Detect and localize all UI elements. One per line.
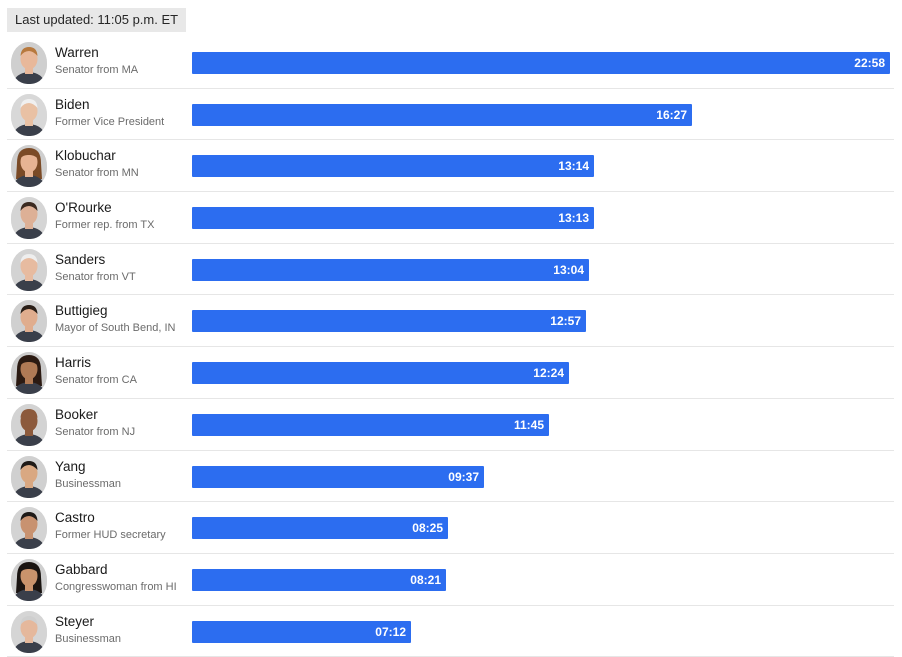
speaking-time-bar: 12:24 [192, 362, 569, 385]
candidate-name: Steyer [55, 613, 95, 629]
speaking-time-label: 12:57 [550, 314, 581, 329]
speaking-time-bar: 11:45 [192, 413, 549, 436]
row-divider [7, 397, 894, 399]
candidate-row: Biden Former Vice President 16:27 [0, 89, 902, 141]
candidate-title: Businessman [55, 632, 122, 645]
candidate-row: O'Rourke Former rep. from TX 13:13 [0, 192, 902, 244]
row-divider [7, 346, 894, 348]
speaking-time-bar: 13:04 [192, 258, 589, 281]
row-divider [7, 191, 894, 193]
row-divider [7, 242, 894, 244]
speaking-time-chart: Warren Senator from MA 22:58 Biden Former Vi… [0, 37, 902, 657]
speaking-time-label: 22:58 [854, 56, 885, 70]
candidate-photo-icon [11, 300, 47, 343]
speaking-time-bar: 08:21 [192, 568, 446, 591]
candidate-title: Senator from MN [55, 167, 139, 180]
candidate-photo-icon [11, 403, 47, 446]
candidate-row: Yang Businessman 09:37 [0, 451, 902, 503]
speaking-time-label: 07:12 [375, 624, 406, 639]
candidate-name: Warren [55, 45, 99, 60]
last-updated-label: Last updated: 11:05 p.m. ET [7, 8, 187, 32]
candidate-title: Former rep. from TX [55, 219, 155, 232]
speaking-time-bar: 13:13 [192, 207, 594, 230]
candidate-title: Mayor of South Bend, IN [55, 322, 176, 335]
candidate-row: Warren Senator from MA 22:58 [0, 37, 902, 89]
row-divider [7, 294, 894, 296]
candidate-title: Former HUD secretary [55, 529, 166, 542]
candidate-photo-icon [11, 93, 47, 136]
candidate-photo-icon [11, 455, 47, 498]
candidate-row: Buttigieg Mayor of South Bend, IN 12:57 [0, 295, 902, 348]
candidate-row: Steyer Businessman 07:12 [0, 606, 902, 657]
speaking-time-label: 12:24 [533, 366, 564, 381]
candidate-photo-icon [11, 352, 47, 395]
candidate-title: Senator from MA [55, 64, 139, 76]
candidate-name: Buttigieg [55, 303, 108, 319]
candidate-name: Booker [55, 406, 98, 422]
candidate-row: Booker Senator from NJ 11:45 [0, 399, 902, 451]
candidate-name: Harris [55, 355, 91, 371]
row-divider [7, 87, 894, 89]
candidate-row: Harris Senator from CA 12:24 [0, 347, 902, 399]
candidate-name: Yang [55, 458, 86, 474]
candidate-photo-icon [11, 197, 47, 240]
candidate-row: Castro Former HUD secretary 08:25 [0, 502, 902, 554]
candidate-photo-icon [11, 610, 47, 653]
speaking-time-bar: 13:14 [192, 155, 594, 178]
candidate-photo-icon [11, 145, 47, 188]
candidate-row: Klobuchar Senator from MN 13:14 [0, 140, 902, 193]
candidate-photo-icon [11, 507, 47, 550]
candidate-title: Senator from CA [55, 374, 137, 387]
candidate-title: Businessman [55, 477, 122, 490]
speaking-time-label: 13:14 [558, 159, 589, 174]
speaking-time-bar: 22:58 [192, 52, 890, 74]
candidate-photo-icon [11, 42, 47, 84]
row-divider [7, 552, 894, 554]
candidate-name: Biden [55, 96, 90, 112]
speaking-time-label: 11:45 [513, 417, 544, 432]
candidate-name: Sanders [55, 251, 106, 267]
candidate-row: Gabbard Congresswoman from HI 08:21 [0, 554, 902, 606]
speaking-time-bar: 07:12 [192, 620, 411, 643]
candidate-title: Senator from VT [55, 270, 136, 283]
candidate-photo-icon [11, 558, 47, 601]
row-divider [7, 449, 894, 451]
candidate-name: Klobuchar [55, 148, 116, 164]
speaking-time-label: 13:04 [553, 262, 584, 277]
speaking-time-label: 16:27 [656, 107, 687, 122]
speaking-time-label: 08:21 [410, 572, 441, 587]
speaking-time-label: 08:25 [412, 521, 443, 536]
speaking-time-label: 09:37 [448, 469, 479, 484]
candidate-name: Castro [55, 510, 95, 526]
speaking-time-bar: 12:57 [192, 310, 586, 333]
speaking-time-label: 13:13 [558, 211, 589, 226]
candidate-title: Senator from NJ [55, 425, 136, 438]
row-divider [7, 604, 894, 606]
candidate-photo-icon [11, 248, 47, 291]
speaking-time-bar: 09:37 [192, 465, 484, 488]
row-divider [7, 139, 894, 141]
speaking-time-bar: 08:25 [192, 517, 448, 540]
candidate-name: O'Rourke [55, 200, 112, 216]
candidate-name: Gabbard [55, 561, 108, 577]
speaking-time-bar: 16:27 [192, 103, 692, 126]
candidate-title: Congresswoman from HI [55, 580, 177, 593]
row-divider [7, 501, 894, 503]
candidate-title: Former Vice President [55, 115, 165, 128]
candidate-row: Sanders Senator from VT 13:04 [0, 244, 902, 296]
